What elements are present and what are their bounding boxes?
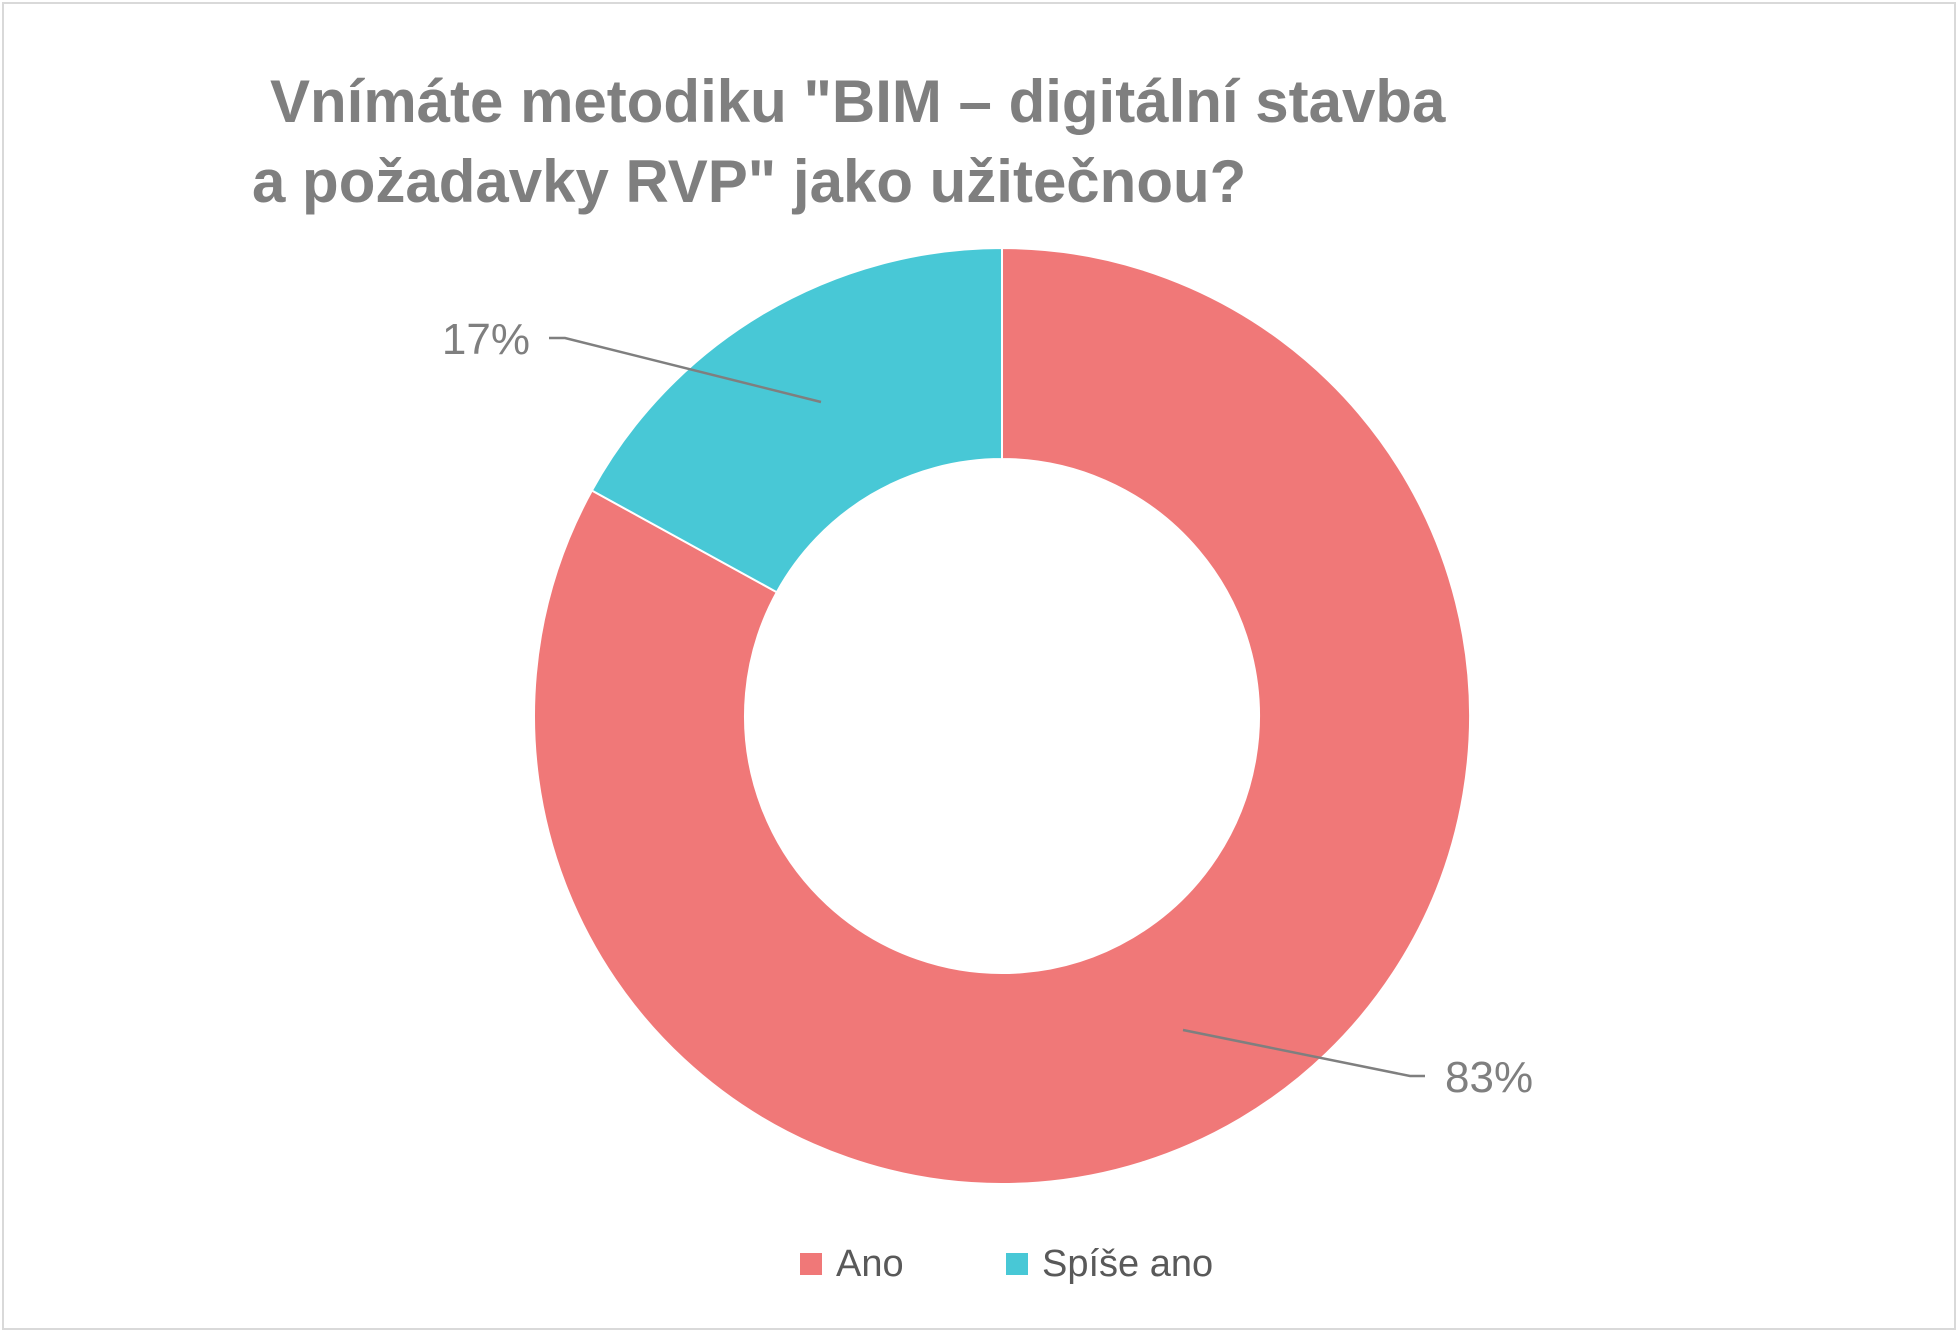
data-label-ano: 83% (1445, 1053, 1533, 1102)
legend-item-spise-ano[interactable]: Spíše ano (1006, 1234, 1213, 1294)
leader-lines (549, 336, 1425, 1078)
legend-item-ano[interactable]: Ano (800, 1234, 904, 1294)
doughnut-slices (533, 246, 1471, 1185)
legend-label-ano: Ano (836, 1242, 904, 1285)
legend-label-spise-ano: Spíše ano (1042, 1242, 1214, 1285)
leader-line-ano (1182, 1028, 1425, 1078)
slice-ano[interactable] (533, 246, 1471, 1185)
legend-swatch-spise-ano (1006, 1253, 1028, 1275)
slice-sp-e-ano[interactable] (590, 246, 1003, 594)
chart-title-line-2: a požadavky RVP" jako užitečnou? (252, 148, 1247, 215)
chart-title-line-1: Vnímáte metodiku "BIM – digitální stavba (270, 68, 1446, 135)
data-label-spise-ano: 17% (442, 315, 530, 364)
data-labels: 83% 17% (442, 315, 1533, 1102)
legend-swatch-ano (800, 1253, 822, 1275)
leader-line-spise-ano (549, 336, 822, 404)
